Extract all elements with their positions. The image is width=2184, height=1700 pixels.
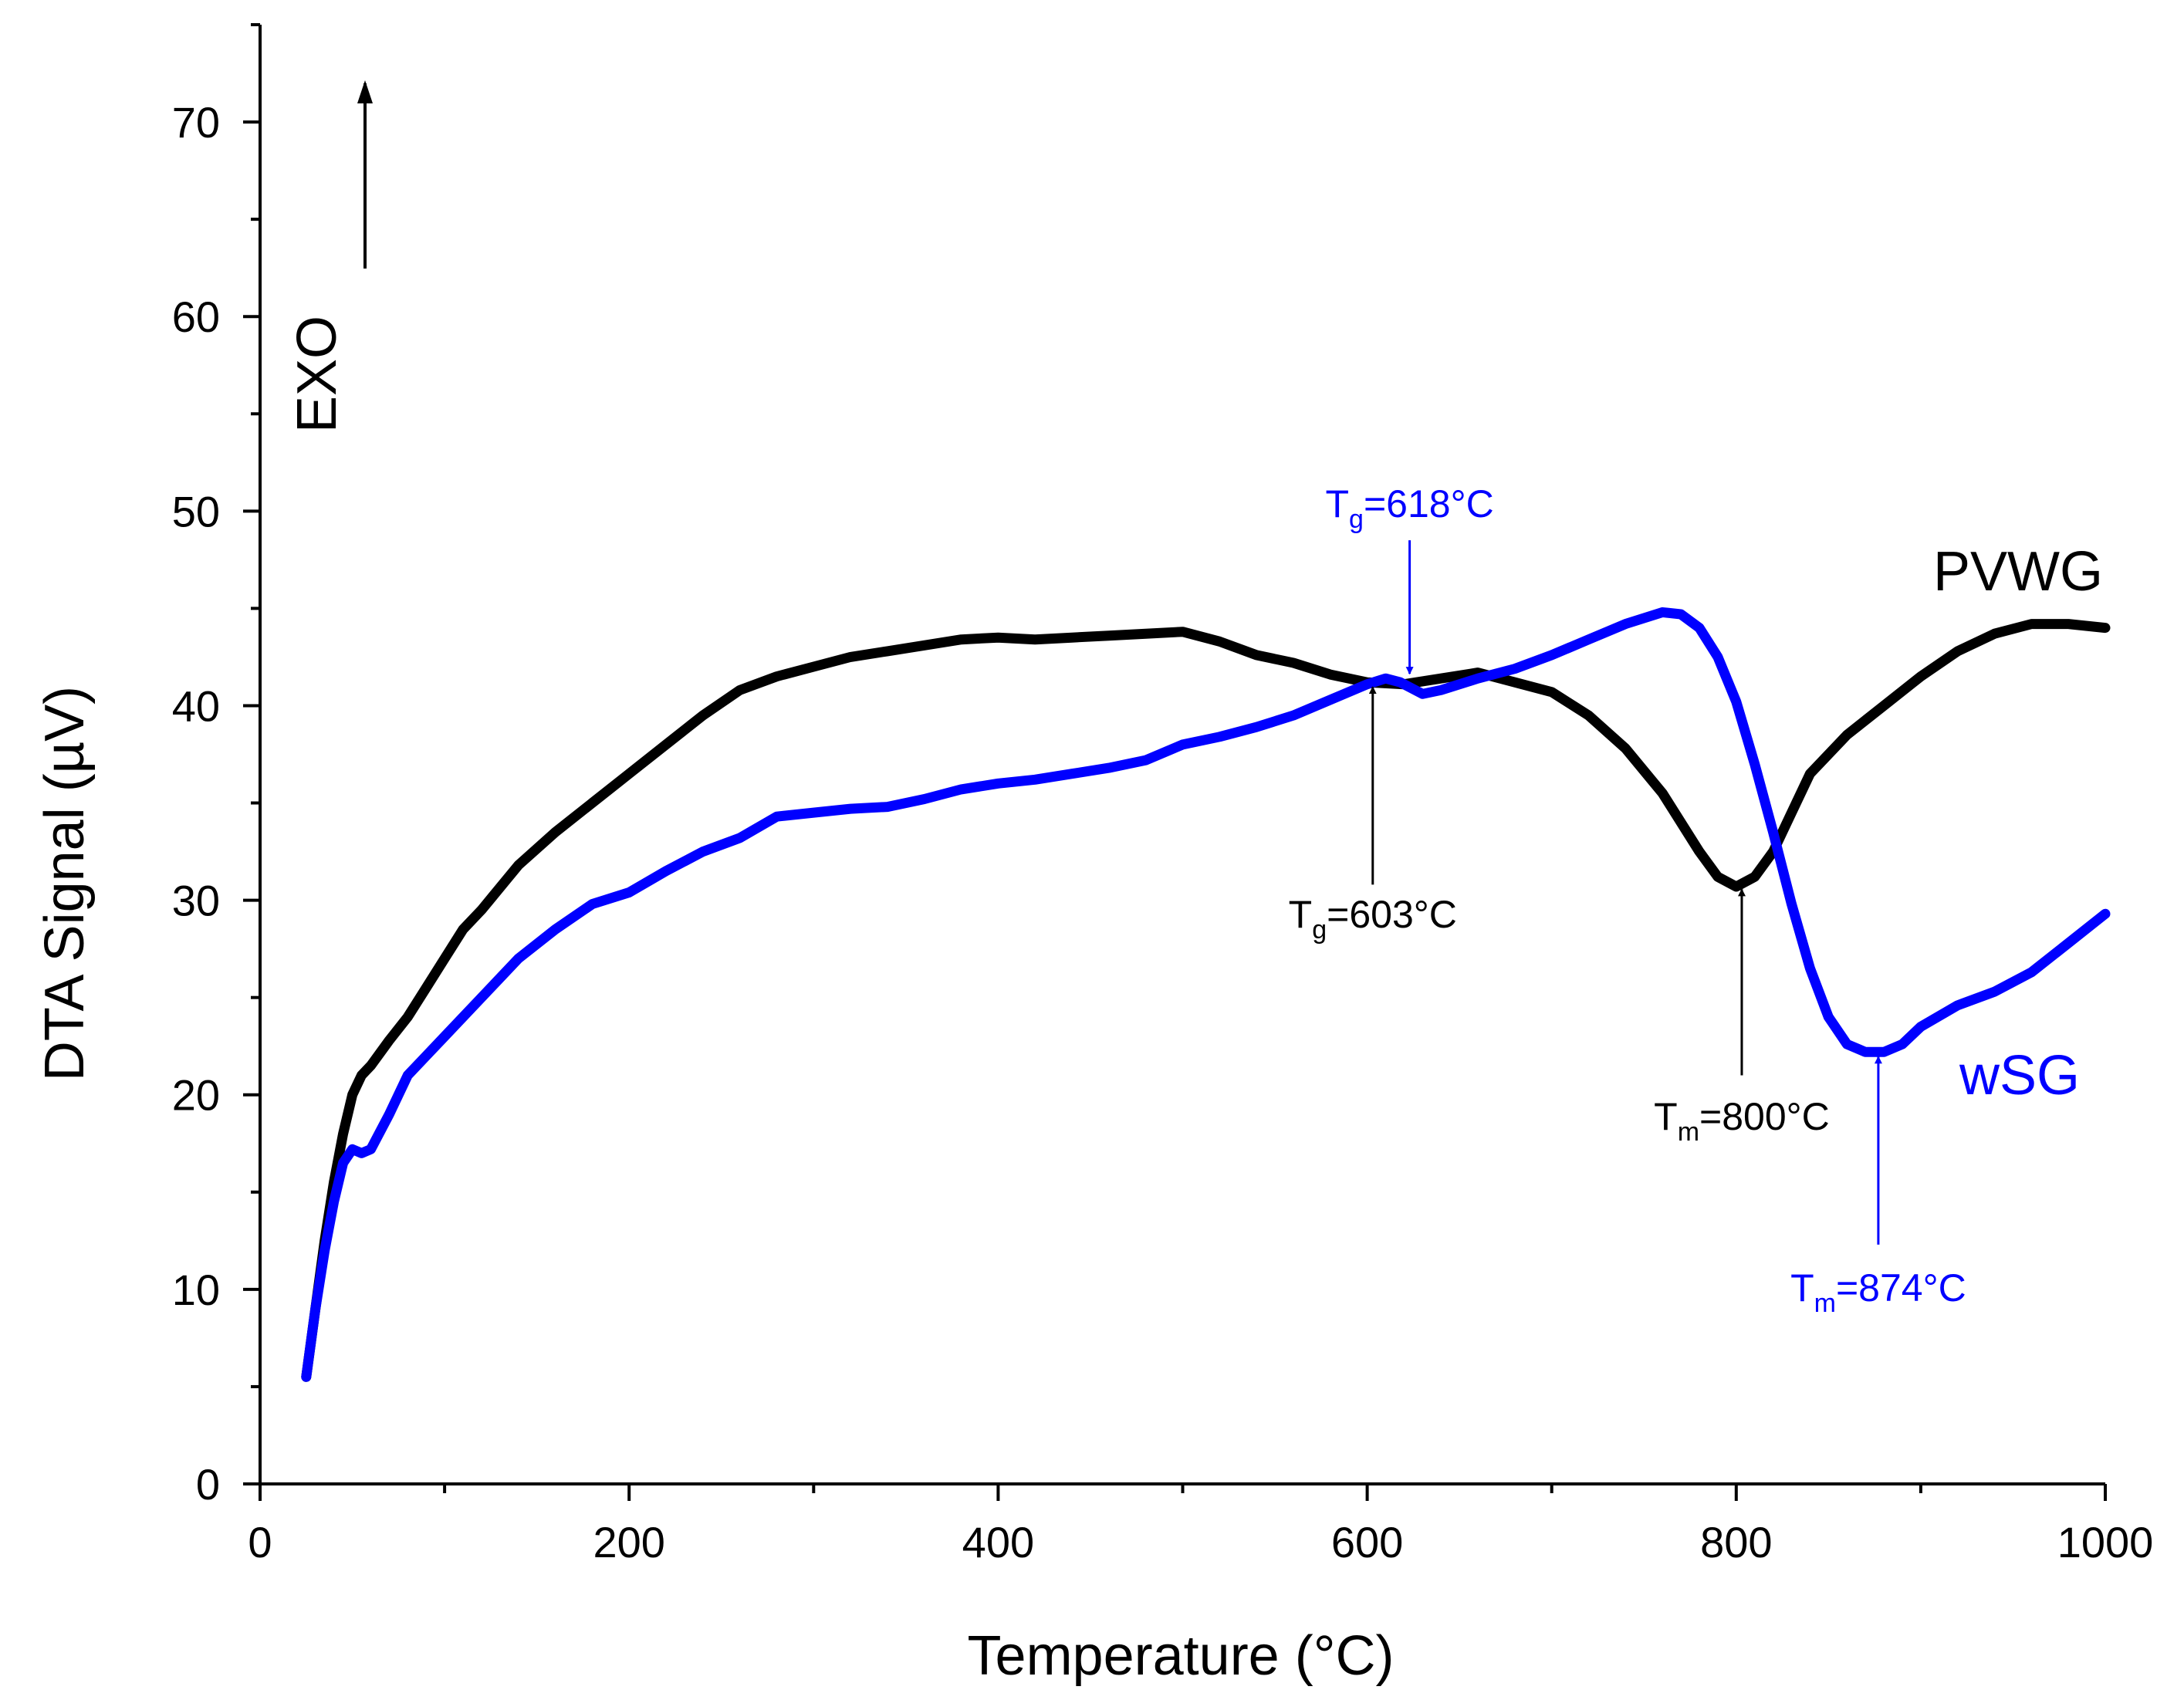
x-tick-label: 200	[593, 1518, 664, 1567]
y-tick-label: 30	[172, 877, 220, 925]
annotation-label-tm-wsg: Tm=874°C	[1790, 1266, 1966, 1318]
annotations: Tg=603°C Tg=618°C Tm=800°C Tm=874°C	[1289, 482, 1966, 1318]
annotation-label-tg-pvwg: Tg=603°C	[1289, 893, 1457, 945]
series-label-pvwg: PVWG	[1933, 541, 2103, 603]
x-tick-label: 1000	[2057, 1518, 2154, 1567]
y-tick-label: 40	[172, 681, 220, 730]
series-label-wsg: wSG	[1959, 1045, 2080, 1107]
x-axis-title: Temperature (°C)	[968, 1625, 1395, 1687]
y-tick-label: 50	[172, 487, 220, 536]
y-tick-label: 60	[172, 292, 220, 341]
x-tick-label: 0	[248, 1518, 272, 1567]
y-axis-title: DTA Signal (µV)	[34, 686, 96, 1081]
series-line-wsg	[301, 607, 2111, 1382]
axes: 0 200 400 600 800 1000 0 10 20 30 40 50 60 70	[172, 23, 2154, 1567]
annotation-label-tg-wsg: Tg=618°C	[1325, 482, 1493, 534]
x-tick-label: 400	[962, 1518, 1034, 1567]
annotation-label-tm-pvwg: Tm=800°C	[1654, 1095, 1830, 1147]
y-tick-label: 70	[172, 98, 220, 147]
x-tick-label: 600	[1331, 1518, 1403, 1567]
y-tick-label: 20	[172, 1071, 220, 1120]
y-tick-label: 10	[172, 1266, 220, 1314]
x-tick-label: 800	[1700, 1518, 1772, 1567]
exo-arrow-head	[357, 80, 373, 103]
y-tick-label: 0	[196, 1460, 220, 1509]
exo-label: EXO	[286, 316, 348, 433]
plot-lines	[301, 607, 2111, 1382]
